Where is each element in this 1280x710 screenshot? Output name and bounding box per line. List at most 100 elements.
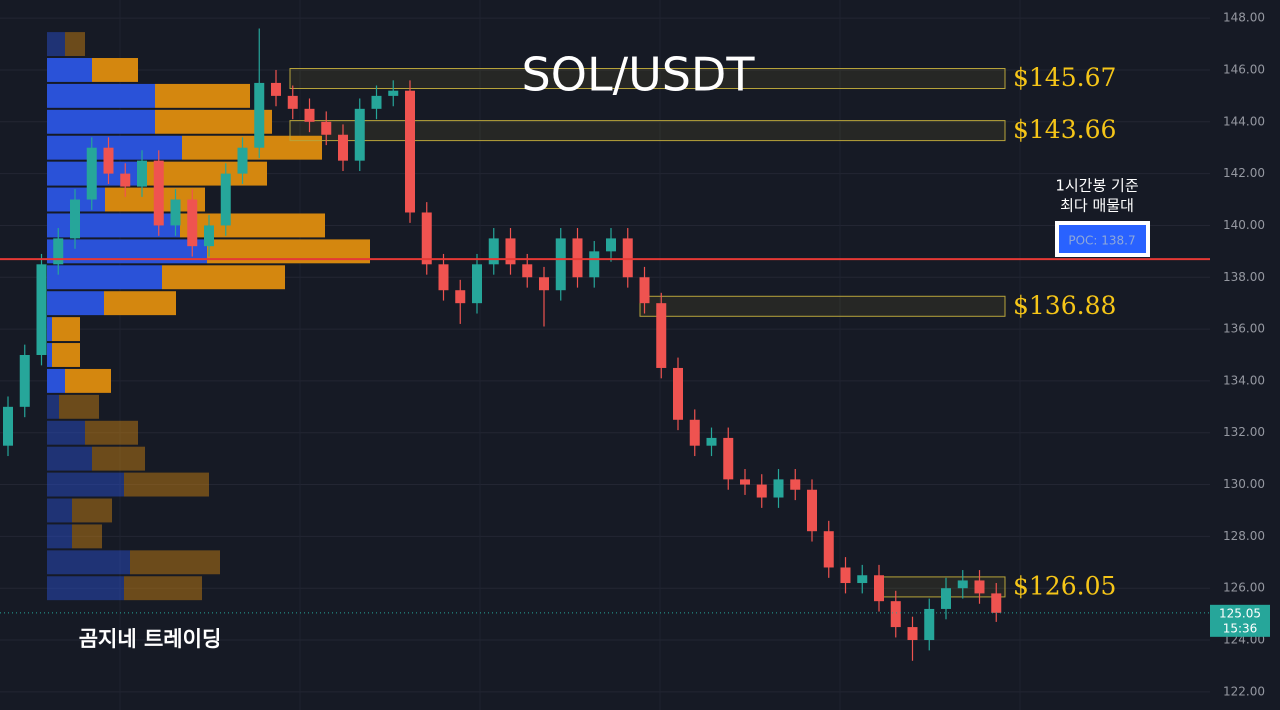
profile-buy [47,446,92,471]
candle-body [874,575,884,602]
profile-sell [207,239,370,264]
candle-body [522,264,533,278]
candle-body [287,95,298,109]
profile-sell [124,472,209,497]
candle-body [438,264,449,291]
profile-sell [65,32,85,57]
candle-body [639,277,650,304]
level-box [289,68,1006,90]
candle-body [304,108,315,122]
profile-sell [104,291,176,316]
candle-body [53,238,64,265]
y-tick-label: 142.00 [1223,166,1265,180]
profile-sell [92,446,145,471]
chart-title: SOL/USDT [522,48,756,102]
y-tick-label: 146.00 [1223,62,1265,76]
profile-buy [47,239,207,264]
candle-body [86,147,97,200]
candle-body [991,593,1002,613]
profile-buy [47,83,155,108]
candle-body [723,437,734,480]
candle-body [388,90,399,96]
candle-body [773,479,784,498]
candle-body [472,264,482,304]
candle-body [974,580,985,594]
candle-body [622,238,633,278]
profile-buy [47,472,124,497]
annotation: 1시간봉 기준 [1055,177,1139,195]
level-label: $143.66 [1013,115,1116,144]
y-tick-label: 128.00 [1223,529,1265,543]
volume-profile [47,32,370,601]
candle-body [103,147,114,174]
profile-sell [59,394,99,419]
profile-sell [155,83,250,108]
candle-body [589,251,600,278]
y-tick-label: 132.00 [1223,425,1265,439]
candle-body [354,108,365,161]
candle-body [606,238,616,252]
candle-body [70,199,80,239]
profile-sell [147,161,267,186]
profile-sell [130,550,220,575]
profile-buy [47,32,65,57]
profile-sell [182,135,322,160]
y-tick-label: 148.00 [1223,11,1265,25]
profile-buy [47,524,72,549]
candle-body [840,567,851,584]
candle-body [740,479,750,485]
profile-sell [72,524,102,549]
profile-buy [47,109,155,134]
profile-sell [85,420,138,445]
profile-buy [47,368,65,393]
level-label: $145.67 [1013,63,1116,92]
candle-body [405,90,415,213]
candle-body [857,575,868,584]
candle-body [689,419,700,446]
candle-body [338,134,348,161]
candle-body [924,608,935,641]
y-tick-label: 134.00 [1223,373,1265,387]
candle-body [36,264,47,355]
profile-sell [124,576,202,601]
candle-body [321,121,332,135]
candle-body [271,82,281,96]
profile-buy [47,265,162,290]
candle-body [19,355,30,407]
level-label: $136.88 [1013,291,1116,320]
profile-sell [72,498,112,523]
candle-body [421,212,432,265]
last-price-tag [1210,604,1270,637]
y-tick-label: 130.00 [1223,477,1265,491]
candle-body [170,199,181,226]
candle-body [756,484,767,498]
level-label: $126.05 [1013,571,1116,600]
candle-body [120,173,131,187]
candle-body [505,238,516,265]
candle-body [941,588,951,609]
profile-sell [65,368,111,393]
candle-body [371,95,382,109]
candle-body [890,601,901,628]
profile-sell [155,109,272,134]
watermark: 곰지네 트레이딩 [79,627,222,651]
profile-buy [47,291,104,316]
profile-buy [47,420,85,445]
candle-body [673,367,683,420]
profile-sell [52,343,80,367]
candle-body [957,580,968,589]
candle-body [706,437,717,446]
candle-body [656,303,667,368]
candle-body [187,199,198,247]
profile-buy [47,576,124,601]
candle-body [555,238,566,291]
profile-buy [47,498,72,523]
profile-sell [52,317,80,342]
poc-label: POC: 138.7 [1068,234,1135,248]
candle-body [807,489,817,532]
candle-body [455,290,466,304]
profile-buy [47,394,59,419]
y-tick-label: 138.00 [1223,270,1265,284]
